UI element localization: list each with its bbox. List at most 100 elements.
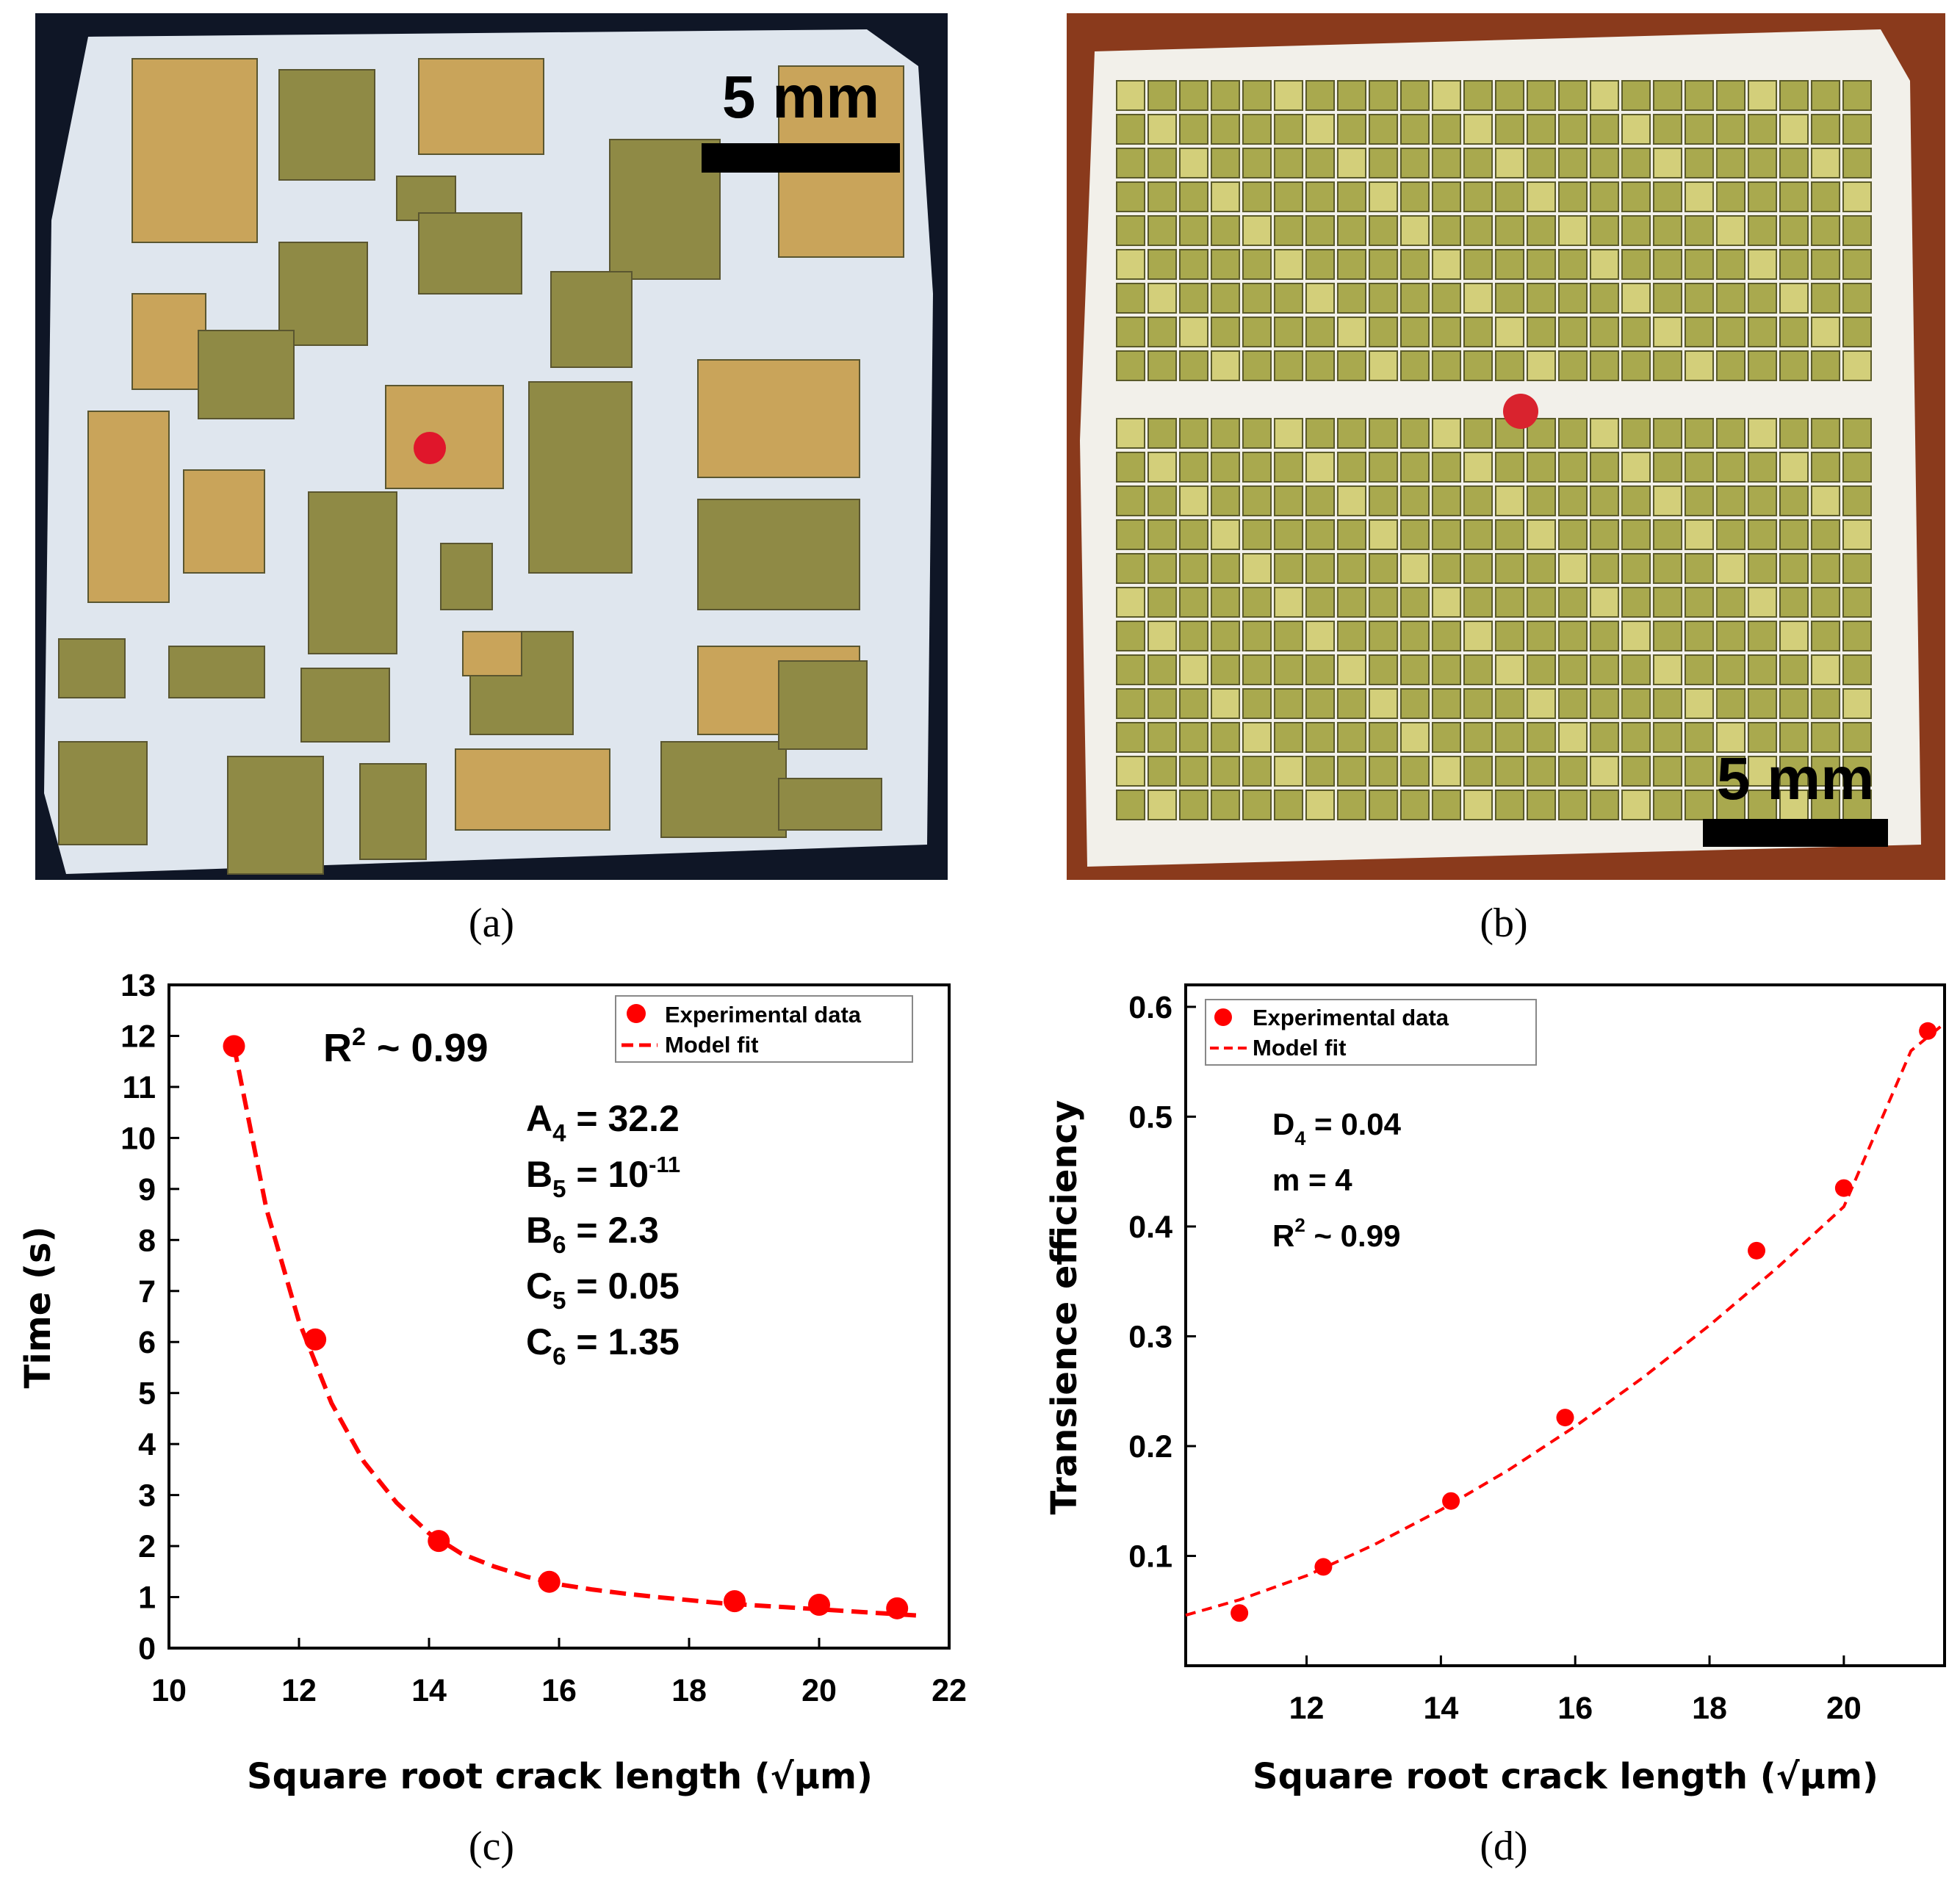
photo-b-chip [1432,485,1461,516]
photo-b-chip [1211,452,1240,483]
photo-b-chip [1211,317,1240,347]
photo-b-chip [1179,756,1208,787]
photo-b-chip [1621,350,1651,381]
photo-b-chip [1527,756,1556,787]
photo-b-chip [1305,756,1335,787]
photo-b-chip [1685,654,1714,685]
photo-b-chip [1116,756,1145,787]
photo-b-chip [1590,688,1619,719]
photo-a-chip [87,411,170,603]
photo-a-chip [198,330,295,419]
photo-a-chip [58,741,148,845]
y-tick-label: 8 [138,1223,156,1258]
photo-b-chip [1147,722,1177,753]
photo-b-chip [1116,283,1145,314]
photo-b-chip [1653,654,1682,685]
chart-c-param-3: C5 = 0.05 [526,1265,680,1314]
photo-b-chip [1211,215,1240,246]
photo-b-chip [1432,148,1461,178]
photo-b-chip [1653,317,1682,347]
photo-b-chip [1495,756,1524,787]
photo-b-chip [1779,485,1809,516]
photo-b-chip [1716,249,1745,280]
photo-a-chip [778,778,882,831]
photo-b-chip [1400,249,1430,280]
panel-label-c: (c) [469,1824,514,1869]
photo-b-chip [1716,418,1745,449]
photo-b-chip [1779,621,1809,651]
photo-b-chip [1305,317,1335,347]
photo-b-chip [1211,621,1240,651]
photo-b-chip [1558,181,1588,212]
photo-b-chip [1211,283,1240,314]
photo-b-chip [1369,215,1398,246]
photo-b-chip [1211,587,1240,618]
chart-d-param-0: D4 = 0.04 [1272,1107,1402,1149]
photo-b-chip [1558,756,1588,787]
photo-b-chip [1779,283,1809,314]
photo-b-chip [1463,722,1493,753]
chart-d-parameters: D4 = 0.04 m = 4 R2 ~ 0.99 [1272,1107,1402,1253]
photo-b-chip [1211,249,1240,280]
photo-b-chip [1716,181,1745,212]
photo-a-chip [440,543,493,610]
panel-label-a: (a) [469,900,514,946]
photo-b-chip [1274,485,1303,516]
photo-b-chip [1653,519,1682,550]
photo-b-chip [1495,114,1524,145]
photo-b-chip [1748,587,1777,618]
photo-b-chip [1242,452,1272,483]
chart-c-model-fit-line [231,1045,917,1618]
photo-b-chip [1337,621,1366,651]
chart-d-legend-label-fit: Model fit [1253,1035,1346,1061]
panel-label-d: (d) [1480,1824,1527,1869]
photo-b-chip [1558,722,1588,753]
photo-b-chip [1463,654,1493,685]
photo-b-chip [1274,452,1303,483]
photo-b-marker [1503,394,1538,429]
photo-b-chip [1274,722,1303,753]
photo-b-chip [1432,350,1461,381]
chart-d-y-axis-title: Transience efficiency [1044,1100,1085,1515]
photo-b-chip [1716,621,1745,651]
photo-b-chip [1305,790,1335,820]
photo-b-chip [1400,181,1430,212]
photo-b-chip [1685,722,1714,753]
photo-b-chip [1463,350,1493,381]
photo-b-chip [1842,317,1872,347]
photo-b-chip [1685,485,1714,516]
photo-b-chip [1685,621,1714,651]
photo-b-chip [1716,553,1745,584]
photo-a-chip [455,748,610,831]
photo-b-chip [1337,350,1366,381]
photo-b-chip [1337,114,1366,145]
photo-b-chip [1779,654,1809,685]
photo-b-chip [1527,283,1556,314]
chart-c-frame [167,983,951,1650]
photo-b-chip [1716,148,1745,178]
photo-b-chip [1748,756,1777,787]
y-tick-label: 12 [120,1019,156,1054]
data-point [304,1328,327,1351]
photo-b-chip [1495,283,1524,314]
photo-b-chip [1337,688,1366,719]
photo-b-chip [1811,790,1840,820]
photo-b-chip [1716,790,1745,820]
photo-b-chip [1274,249,1303,280]
photo-b-chip [1400,790,1430,820]
x-tick-label: 12 [281,1673,317,1708]
photo-b-chip [1748,350,1777,381]
photo-b-chip [1558,148,1588,178]
photo-b-chip [1179,181,1208,212]
photo-b-chip [1811,654,1840,685]
photo-b-chip [1716,688,1745,719]
photo-b-chip [1716,485,1745,516]
chart-c-y-axis-title: Time (s) [18,1227,59,1389]
photo-b-chip [1242,790,1272,820]
photo-a-scale-bar [702,143,900,173]
photo-b-chip [1369,519,1398,550]
photo-b-chip [1116,654,1145,685]
photo-b-chip [1653,553,1682,584]
photo-b-chip [1558,519,1588,550]
photo-b-chip [1653,688,1682,719]
